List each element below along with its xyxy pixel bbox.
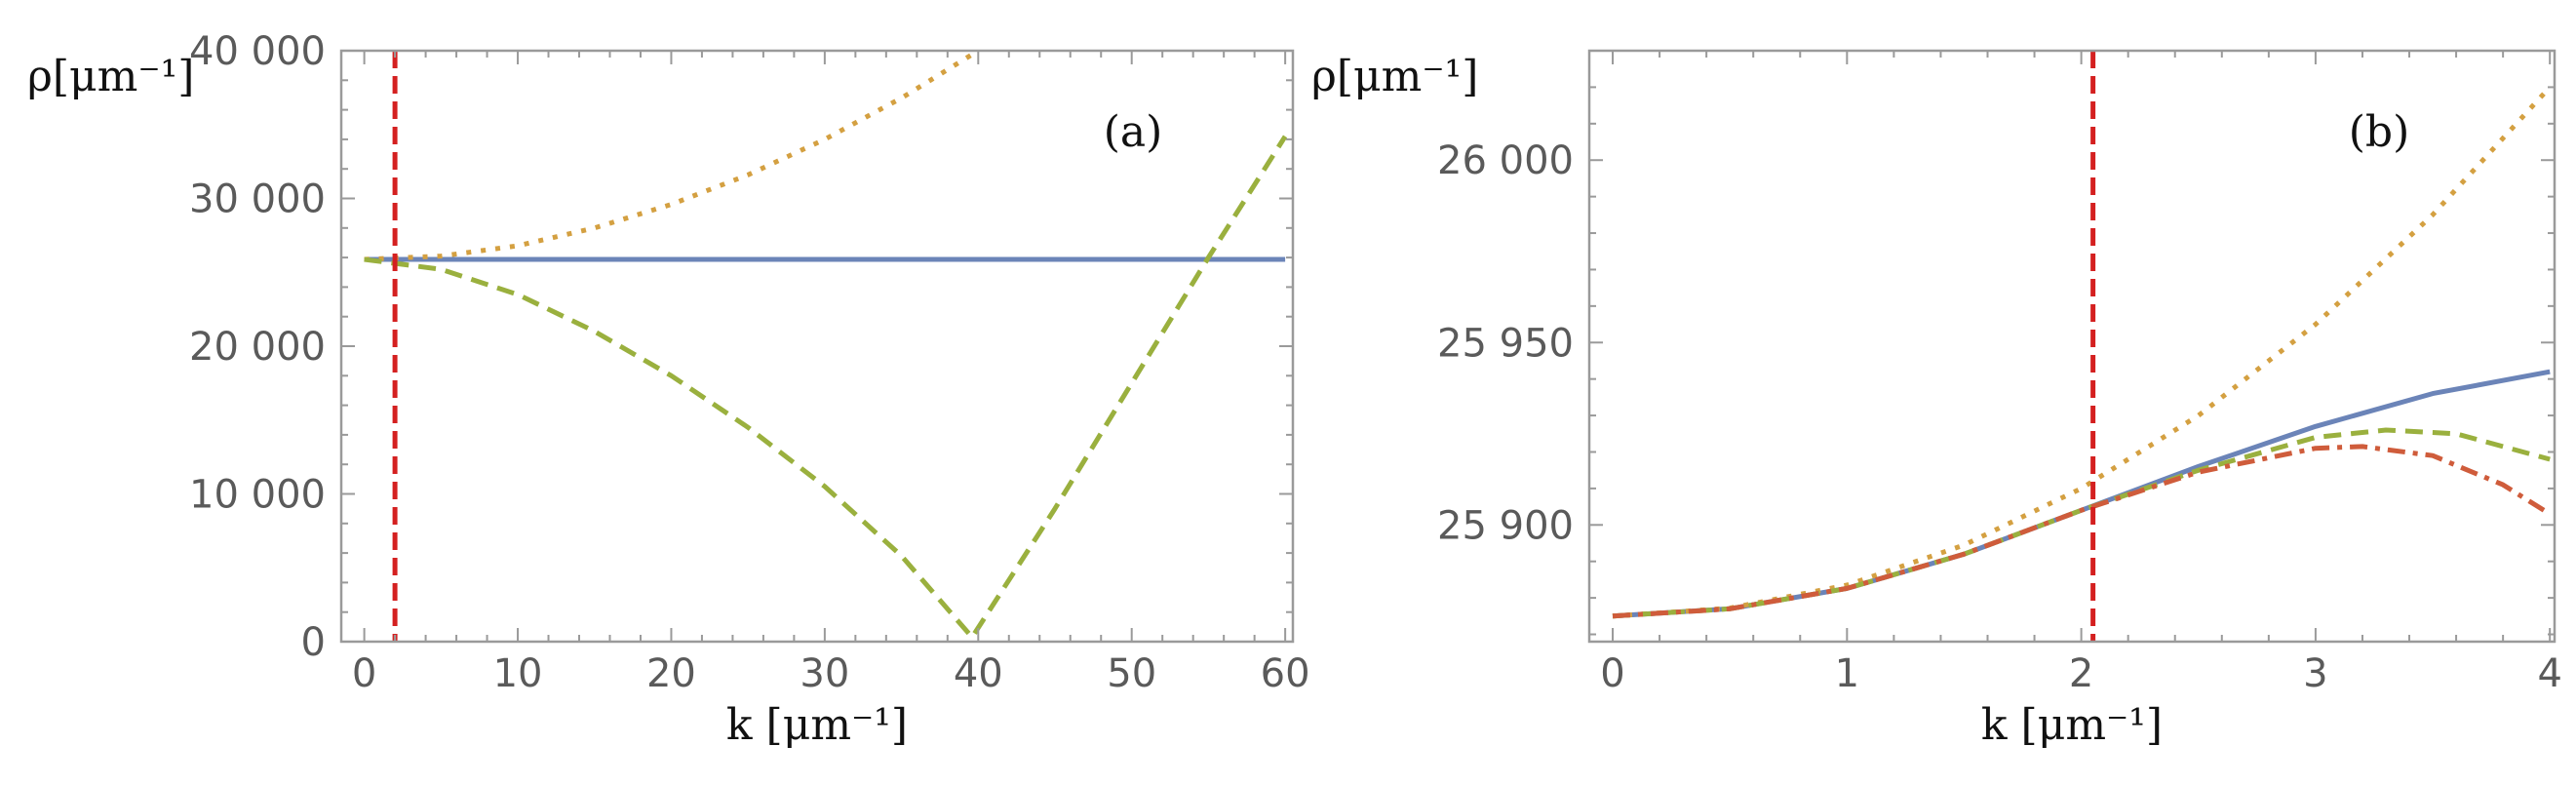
panel-a-marks	[364, 51, 1288, 642]
panel-a-y-tick-label: 30 000	[189, 177, 326, 222]
panel-b-y-tick-label: 25 950	[1437, 321, 1574, 366]
panel-b-series-0-line	[1612, 369, 2551, 619]
panel-a-y-tick-label: 20 000	[189, 325, 326, 370]
panel-a-label: (a)	[1104, 107, 1163, 157]
panel-b-x-tick-label: 0	[1600, 651, 1624, 696]
panel-a-x-tick-label: 60	[1261, 651, 1310, 696]
panel-a-series-1-line	[364, 51, 980, 262]
panel-a-x-tick-label: 10	[493, 651, 543, 696]
panel-b-label: (b)	[2349, 107, 2410, 157]
panel-b-x-tick-label: 4	[2537, 651, 2561, 696]
panel-b-ticks: 0 1 2 3 4 25 900 25 950 26 000	[1437, 50, 2562, 696]
panel-a-ylabel: ρ[μm⁻¹]	[27, 52, 194, 101]
panel-a-y-tick-label: 40 000	[189, 29, 326, 74]
panel-a-series-2-line	[364, 135, 1288, 640]
panel-a-y-tick-label: 0	[301, 620, 326, 665]
panel-b-series-2-line	[1612, 427, 2551, 619]
panel-b-ylabel: ρ[μm⁻¹]	[1311, 52, 1478, 101]
panel-b-series-1-line	[1612, 85, 2553, 619]
panel-b-marks	[1612, 51, 2553, 642]
panel-b: 0 1 2 3 4 25 900 25 950 26 000 (b) ρ[μm⁻¹] k [μ…	[1311, 49, 2562, 750]
panel-a: 0 10 20 30 40 50 60 0 10 000 20 000 30 000 40 000 (…	[27, 29, 1310, 750]
panel-b-series-3-line	[1612, 444, 2552, 619]
panel-a-y-tick-label: 10 000	[189, 473, 326, 518]
panel-b-xlabel: k [μm⁻¹]	[1981, 700, 2163, 750]
panel-a-x-tick-label: 30	[800, 651, 849, 696]
panel-b-x-tick-label: 2	[2069, 651, 2093, 696]
panel-a-x-tick-label: 50	[1107, 651, 1156, 696]
panel-b-frame	[1587, 49, 2556, 644]
panel-a-x-tick-label: 20	[646, 651, 696, 696]
panel-a-x-tick-label: 40	[954, 651, 1003, 696]
panel-b-x-tick-label: 3	[2303, 651, 2327, 696]
panel-a-x-tick-label: 0	[352, 651, 376, 696]
panel-b-x-tick-label: 1	[1835, 651, 1859, 696]
panel-a-xlabel: k [μm⁻¹]	[726, 700, 908, 750]
panel-b-y-tick-label: 25 900	[1437, 503, 1574, 548]
panel-b-y-tick-label: 26 000	[1437, 138, 1574, 183]
panel-a-ticks: 0 10 20 30 40 50 60 0 10 000 20 000 30 000 40 000	[189, 29, 1310, 696]
